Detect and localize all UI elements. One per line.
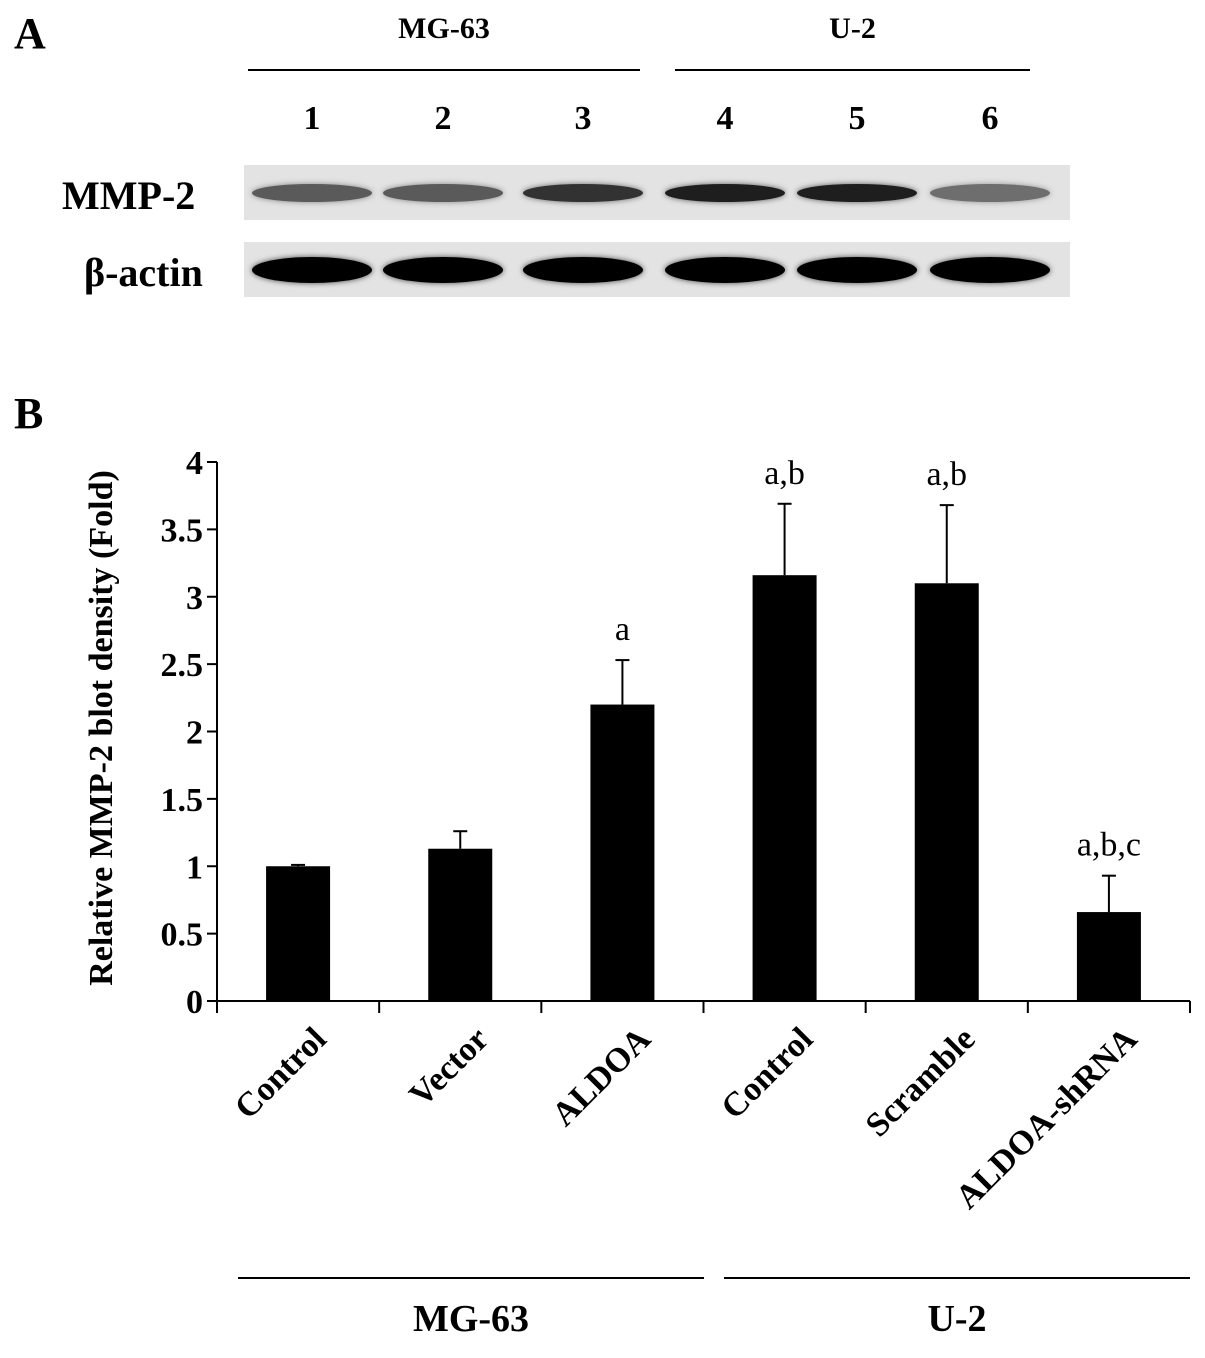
y-tick-label: 0.5 [161,917,204,954]
significance-label: a,b [926,456,967,493]
bar [1076,912,1141,1001]
panel-b-group-label-mg63: MG-63 [412,1298,530,1340]
lane-label-5: 5 [848,100,866,137]
lane-label-6: 6 [981,100,999,137]
y-axis: 0 0.5 1 1.5 2 2.5 3 3.5 4 [161,445,218,1021]
x-tick-label: Vector [403,1020,496,1113]
y-tick-label: 3.5 [161,512,204,549]
blot-strip-mmp2 [244,165,1070,220]
x-tick-label: Control [714,1020,820,1126]
x-tick-label: Scramble [859,1020,983,1144]
y-tick-label: 3 [186,580,203,617]
blot-band [252,256,372,283]
y-tick-label: 2.5 [161,647,204,684]
bar [428,848,493,1001]
lane-label-4: 4 [716,100,734,137]
blot-band [252,183,372,202]
bar [752,575,817,1001]
significance-label: a,b [764,455,805,492]
blot-band [383,183,503,202]
panel-a-group-line-u2 [675,69,1030,71]
lane-label-2: 2 [434,100,452,137]
blot-strip-beta-actin [244,242,1070,297]
panel-a-group-line-mg63 [248,69,640,71]
lane-label-1: 1 [303,100,321,137]
blot-band [797,256,917,283]
panel-b-label: B [14,389,44,438]
y-axis-label: Relative MMP-2 blot density (Fold) [83,470,120,986]
significance-label: a,b,c [1077,827,1141,864]
y-tick-label: 1.5 [161,782,204,819]
blot-band [797,183,917,202]
panel-a-label: A [14,9,46,58]
bar [266,866,331,1001]
blot-band [383,256,503,283]
x-tick-label: ALDOA [545,1020,658,1133]
x-axis: Control Vector ALDOA Control ScrambleALDOA-s… [216,1000,1191,1216]
panel-b-group-line-mg63 [238,1277,704,1279]
y-tick-label: 2 [186,715,203,752]
y-tick-label: 1 [186,849,203,886]
panel-b-group-label-u2: U-2 [927,1298,987,1340]
bars: a a,b a,b a,b,c [266,455,1141,1001]
blot-band [930,256,1050,283]
bar [590,704,655,1001]
blot-band [930,183,1050,202]
panel-a-group-label-u2: U-2 [829,12,876,45]
blot-band [665,183,785,202]
bar [914,583,979,1001]
blot-band [665,256,785,283]
blot-band [523,183,643,202]
blot-row-label-beta-actin: β-actin [84,250,203,295]
blot-row-label-mmp2: MMP-2 [62,173,196,218]
blot-band [523,256,643,283]
panel-a-group-label-mg63: MG-63 [398,12,490,45]
y-tick-label: 4 [186,445,203,482]
x-tick-label: Control [228,1020,334,1126]
y-tick-label: 0 [186,984,203,1021]
significance-label: a [615,611,630,648]
panel-b-group-line-u2 [724,1277,1190,1279]
lane-label-3: 3 [574,100,592,137]
